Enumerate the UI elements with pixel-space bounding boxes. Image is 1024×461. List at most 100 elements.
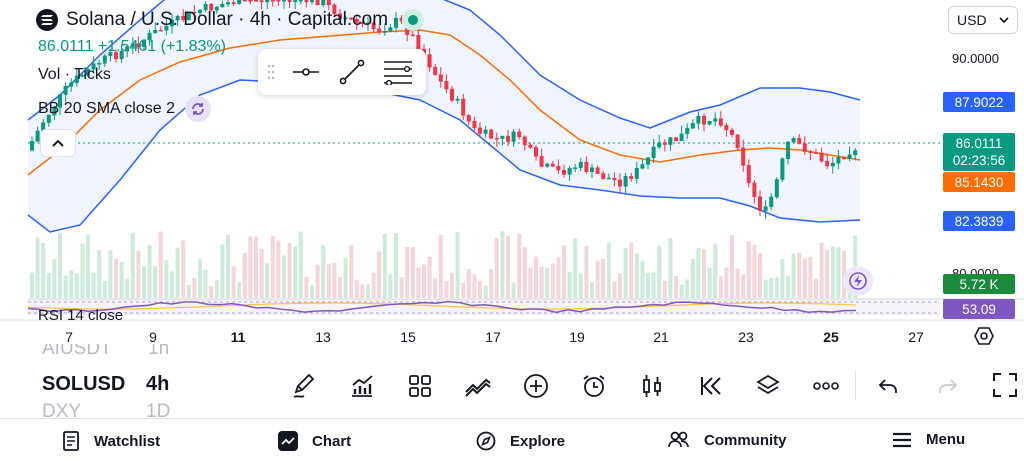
interval-current[interactable]: 4h xyxy=(146,373,170,395)
interval-prev[interactable]: 1h xyxy=(148,344,170,359)
candle-body xyxy=(209,3,214,11)
price-chart[interactable] xyxy=(0,0,1024,348)
nav-explore[interactable]: Explore xyxy=(476,431,565,451)
interval-next[interactable]: 1D xyxy=(146,401,171,417)
candle-body xyxy=(226,2,230,5)
candle-body xyxy=(86,68,90,76)
candle-body xyxy=(595,167,600,174)
volume-bar xyxy=(86,235,90,298)
volume-bar xyxy=(287,242,292,298)
symbol-next[interactable]: DXY xyxy=(42,401,82,417)
candle-body xyxy=(80,75,85,77)
candle-body xyxy=(808,151,813,153)
volume-bar xyxy=(618,273,622,298)
undo-icon[interactable] xyxy=(876,374,900,403)
bb-legend[interactable]: BB 20 SMA close 2 xyxy=(38,96,211,122)
candle-body xyxy=(293,0,298,3)
rsi-legend[interactable]: RSI 14 close xyxy=(38,307,124,324)
candle-body xyxy=(797,138,802,144)
volume-bar xyxy=(382,233,387,298)
chevron-down-icon xyxy=(999,17,1009,23)
nav-menu[interactable]: Menu xyxy=(892,431,965,448)
candle-body xyxy=(741,147,746,166)
candle-body xyxy=(657,142,662,148)
pencil-icon[interactable] xyxy=(280,367,328,405)
candle-body xyxy=(242,0,247,2)
candle-body xyxy=(130,43,135,47)
candle-body xyxy=(634,168,639,179)
chart-tools-row xyxy=(280,367,860,405)
symbol-title: Solana / U.S. Dollar · 4h · Capital.com xyxy=(66,9,389,30)
alert-icon[interactable] xyxy=(570,367,618,405)
candle-body xyxy=(702,115,706,125)
drawing-toolbar xyxy=(258,49,426,95)
replay-icon[interactable] xyxy=(686,367,734,405)
candle-body xyxy=(791,138,796,143)
symbol-current[interactable]: SOLUSD xyxy=(42,373,126,395)
candle-body xyxy=(769,196,774,207)
symbol-prev[interactable]: AIUSDT xyxy=(42,344,112,359)
add-icon[interactable] xyxy=(512,367,560,405)
more-icon[interactable] xyxy=(802,367,850,405)
volume-bar xyxy=(814,279,818,298)
candle-body xyxy=(842,156,846,160)
volume-bar xyxy=(259,248,264,298)
horizontal-line-tool-icon[interactable] xyxy=(288,54,324,90)
watchlist-icon xyxy=(63,431,79,451)
volume-bar xyxy=(438,235,443,298)
candle-body xyxy=(718,118,723,126)
candle-body xyxy=(752,182,757,197)
collapse-legend-button[interactable] xyxy=(40,129,76,157)
candle-body xyxy=(819,152,824,162)
volume-bar xyxy=(668,238,673,298)
bar-countdown: 02:23:56 xyxy=(952,153,1006,168)
candle-body xyxy=(125,46,130,52)
chart-settings-icon[interactable] xyxy=(974,327,994,350)
volume-bar xyxy=(528,268,533,298)
candle-body xyxy=(58,94,62,108)
nav-chart[interactable]: Chart xyxy=(278,431,351,451)
indicators-icon[interactable] xyxy=(338,367,386,405)
drag-handle-icon[interactable] xyxy=(264,54,278,90)
candle-body xyxy=(590,167,594,173)
fullscreen-icon[interactable] xyxy=(992,372,1018,403)
bb-legend-label: BB 20 SMA close 2 xyxy=(38,100,175,117)
candle-body xyxy=(91,63,96,70)
volume-bar xyxy=(556,257,561,298)
volume-bar xyxy=(679,284,684,298)
symbol-legend[interactable]: Solana / U.S. Dollar · 4h · Capital.com xyxy=(36,9,425,31)
candle-body xyxy=(186,11,191,21)
volume-bar xyxy=(326,264,331,298)
chart-type-icon[interactable] xyxy=(628,367,676,405)
volume-bar xyxy=(567,271,572,298)
volume-bar xyxy=(741,274,746,298)
volume-bar xyxy=(539,266,544,298)
volume-bar xyxy=(422,264,426,298)
candle-body xyxy=(562,169,566,175)
candle-body xyxy=(662,142,667,145)
price-axis-tick: 90.0000 xyxy=(952,51,999,66)
ai-assistant-button[interactable] xyxy=(843,266,873,296)
volume-bar xyxy=(170,271,174,298)
trend-line-tool-icon[interactable] xyxy=(334,54,370,90)
fib-retracement-tool-icon[interactable] xyxy=(380,54,416,90)
volume-bar xyxy=(410,247,415,298)
candle-body xyxy=(377,28,382,33)
currency-selector[interactable]: USD xyxy=(948,6,1018,34)
nav-watchlist[interactable]: Watchlist xyxy=(62,431,160,451)
templates-icon[interactable] xyxy=(396,367,444,405)
volume-legend[interactable]: Vol · Ticks xyxy=(38,66,111,83)
nav-community[interactable]: Community xyxy=(668,431,787,449)
volume-bar xyxy=(265,263,270,298)
volume-bar xyxy=(142,266,146,298)
volume-bar xyxy=(769,277,774,298)
bollinger-band-fill xyxy=(28,0,860,232)
candle-body xyxy=(332,4,337,15)
candle-body xyxy=(192,11,197,14)
volume-bar xyxy=(595,261,600,298)
candle-body xyxy=(237,0,242,5)
candle-body xyxy=(427,54,432,68)
layers-icon[interactable] xyxy=(744,367,792,405)
compare-icon[interactable] xyxy=(454,367,502,405)
redo-icon[interactable] xyxy=(936,374,960,403)
